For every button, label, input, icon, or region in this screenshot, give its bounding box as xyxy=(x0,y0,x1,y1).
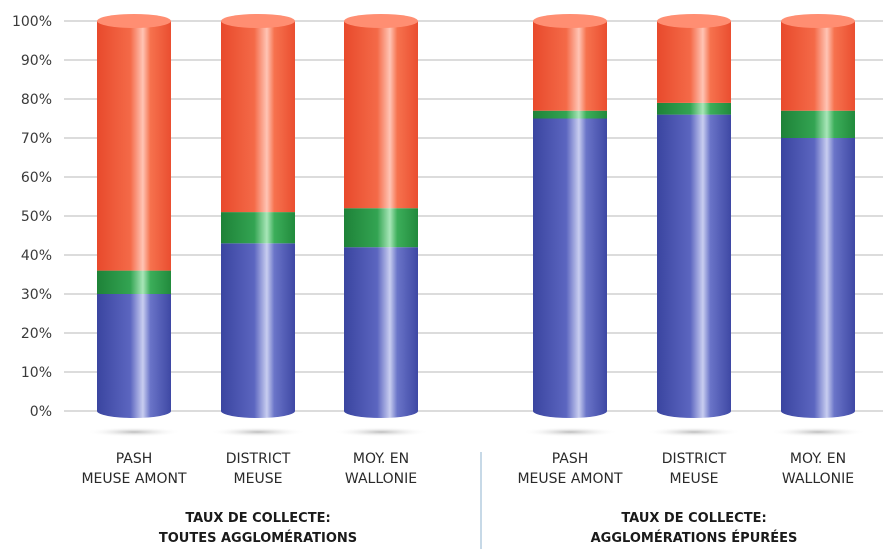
y-tick-label: 60% xyxy=(21,170,52,186)
bar-shadow xyxy=(646,427,742,437)
bar-base-cap xyxy=(97,411,171,418)
y-tick-label: 80% xyxy=(21,92,52,108)
bar-shadow xyxy=(333,427,429,437)
category-label: WALLONIE xyxy=(782,471,854,487)
bar-shadow xyxy=(770,427,866,437)
bar-segment-red xyxy=(657,21,731,103)
stacked-bar xyxy=(522,14,618,437)
y-axis-ticks: 0% 10% 20% 30% 40% 50% 60% 70% 80% 90% 100% xyxy=(12,14,52,420)
bar-base-cap xyxy=(221,411,295,418)
y-tick-label: 10% xyxy=(21,365,52,381)
bar-top-cap xyxy=(344,14,418,28)
bar-segment-red xyxy=(97,21,171,271)
y-tick-label: 50% xyxy=(21,209,52,225)
bar-segment-green xyxy=(657,102,731,115)
stacked-bar xyxy=(770,14,866,437)
bar-segment-red xyxy=(533,21,607,111)
category-label: PASH xyxy=(552,451,589,467)
bar-segment-blue xyxy=(657,114,731,411)
category-label: MEUSE AMONT xyxy=(81,471,187,487)
y-tick-label: 20% xyxy=(21,326,52,342)
bar-segment-blue xyxy=(221,243,295,411)
category-label: MEUSE AMONT xyxy=(517,471,623,487)
bar-segment-blue xyxy=(344,247,418,411)
stacked-bar xyxy=(210,14,306,437)
bar-base-cap xyxy=(781,411,855,418)
y-tick-label: 90% xyxy=(21,53,52,69)
group-title: TOUTES AGGLOMÉRATIONS xyxy=(159,530,357,546)
bar-base-cap xyxy=(533,411,607,418)
category-label: DISTRICT xyxy=(662,451,727,467)
bar-segment-green xyxy=(344,208,418,248)
category-label: MEUSE xyxy=(234,471,283,487)
category-label: MOY. EN xyxy=(353,451,409,467)
y-tick-label: 30% xyxy=(21,287,52,303)
y-tick-label: 100% xyxy=(12,14,52,30)
bar-shadow xyxy=(210,427,306,437)
category-label: DISTRICT xyxy=(226,451,291,467)
bar-segment-green xyxy=(221,212,295,244)
stacked-bar xyxy=(646,14,742,437)
y-tick-label: 40% xyxy=(21,248,52,264)
bar-shadow xyxy=(522,427,618,437)
bar-shadow xyxy=(86,427,182,437)
stacked-bar xyxy=(333,14,429,437)
gridlines xyxy=(64,20,883,412)
bar-top-cap xyxy=(657,14,731,28)
y-tick-label: 70% xyxy=(21,131,52,147)
bar-segment-green xyxy=(533,110,607,119)
bar-top-cap xyxy=(533,14,607,28)
category-label: MEUSE xyxy=(670,471,719,487)
category-label: WALLONIE xyxy=(345,471,417,487)
group-title: AGGLOMÉRATIONS ÉPURÉES xyxy=(591,530,798,546)
category-label: MOY. EN xyxy=(790,451,846,467)
y-tick-label: 0% xyxy=(30,404,52,420)
bar-top-cap xyxy=(781,14,855,28)
bar-segment-blue xyxy=(97,294,171,411)
bar-segment-blue xyxy=(781,138,855,411)
bar-segment-red xyxy=(221,21,295,213)
bar-top-cap xyxy=(221,14,295,28)
group-title: TAUX DE COLLECTE: xyxy=(621,511,766,526)
category-label: PASH xyxy=(116,451,153,467)
bars xyxy=(86,14,866,437)
bar-segment-green xyxy=(781,110,855,138)
bar-segment-green xyxy=(97,270,171,294)
bar-base-cap xyxy=(344,411,418,418)
stacked-bar xyxy=(86,14,182,437)
category-labels: PASH MEUSE AMONT DISTRICT MEUSE MOY. EN WALLO… xyxy=(81,451,854,546)
bar-segment-red xyxy=(781,21,855,111)
group-title: TAUX DE COLLECTE: xyxy=(185,511,330,526)
bar-segment-blue xyxy=(533,118,607,411)
bar-top-cap xyxy=(97,14,171,28)
bar-base-cap xyxy=(657,411,731,418)
bar-segment-red xyxy=(344,21,418,209)
